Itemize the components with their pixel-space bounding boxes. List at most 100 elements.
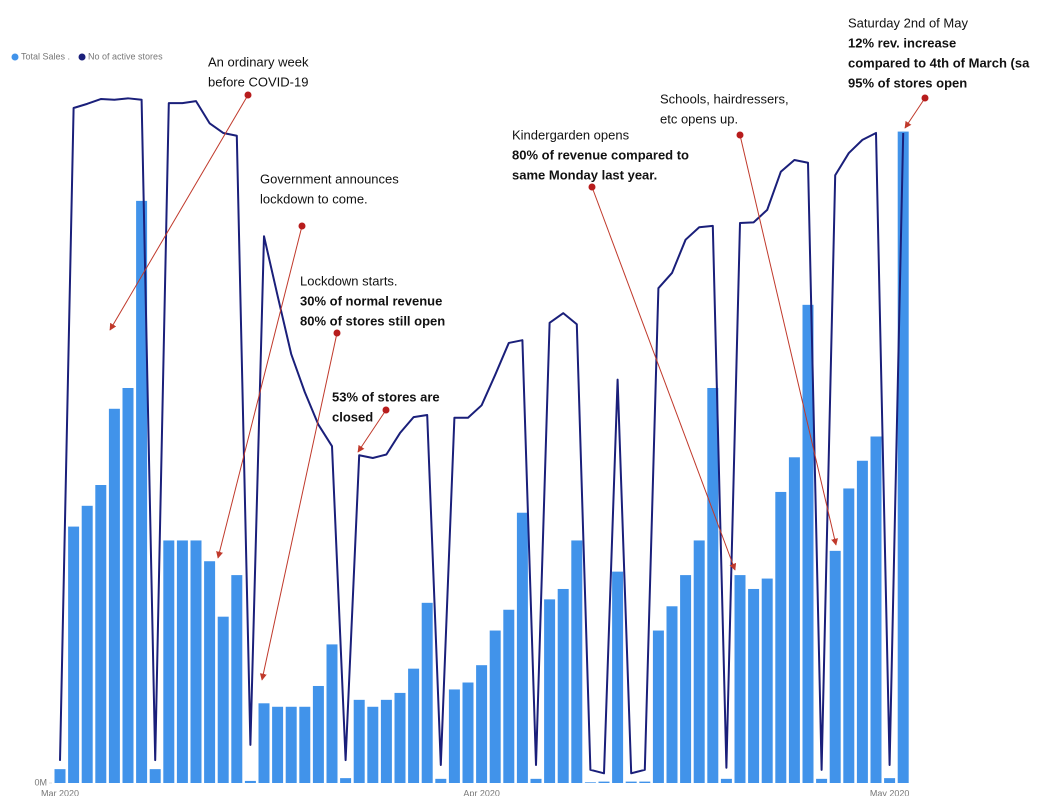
legend-label: Total Sales . [21,51,70,61]
annotation-arrow [109,94,249,331]
bar [761,578,773,783]
bar [394,692,406,783]
bar [612,571,624,783]
bar [870,436,882,783]
bar [693,540,705,783]
annotation-dot [244,91,252,99]
bar [367,706,379,783]
bar [897,131,909,783]
bar [408,668,420,783]
annotation-dot [382,406,390,414]
bar [734,575,746,783]
bar [775,491,787,783]
bar [312,685,324,783]
bar [149,769,161,783]
bar [204,561,216,783]
legend-label: No of active stores [88,51,163,61]
legend-marker [78,53,86,61]
bar [244,780,256,783]
bar [340,778,352,783]
annotation-text: 80% of revenue compared to [512,147,689,162]
bar [707,387,719,783]
y-tick-label: 0M [34,777,47,787]
x-tick-label: May 2020 [870,788,910,796]
annotation-text: Kindergarden opens [512,127,630,142]
bar [856,460,868,783]
bar [476,665,488,783]
x-tick-label: Mar 2020 [41,788,79,796]
bar [462,682,474,783]
bar [136,200,148,783]
legend-marker [11,53,19,61]
annotation-text: Saturday 2nd of May [848,15,968,30]
annotation-arrow [739,134,838,546]
annotation-text: same Monday last year. [512,167,657,182]
bar [503,609,515,783]
annotation-text: closed [332,409,373,424]
bar [231,575,243,783]
bar [353,699,365,783]
bar [666,606,678,783]
bar [816,778,828,783]
bar [190,540,202,783]
annotation-dot [921,94,929,102]
annotation-arrow [591,186,737,571]
bar [884,778,896,783]
annotation-arrow [357,409,387,453]
annotation-text: Lockdown starts. [300,273,398,288]
annotation-text: Government announces [260,171,399,186]
bar [625,781,637,783]
bar [544,599,556,783]
bar [652,630,664,783]
x-tick-label: Apr 2020 [463,788,500,796]
bar [516,512,528,783]
bar [584,782,596,783]
bar [285,706,297,783]
bar [829,550,841,783]
annotation-arrow [259,332,338,681]
annotation-text: 30% of normal revenue [300,293,442,308]
bar [380,699,392,783]
annotation-text: before COVID-19 [208,74,308,89]
bar [788,457,800,783]
bar [421,602,433,783]
bar [122,387,134,783]
annotation-text: 53% of stores are [332,389,440,404]
bar [680,575,692,783]
annotation-text: lockdown to come. [260,191,368,206]
bar [299,706,311,783]
bar [557,588,569,783]
bar [68,526,80,783]
annotation-dot [588,183,596,191]
annotation-text: 95% of stores open [848,75,967,90]
annotation-dot [333,329,341,337]
bar [326,644,338,783]
annotation-text: An ordinary week [208,54,309,69]
bar [639,781,651,783]
annotation-text: 12% rev. increase [848,35,956,50]
bar [108,408,120,783]
bar [530,778,542,783]
annotation-text: etc opens up. [660,111,738,126]
line-series [59,97,905,775]
annotation-text: Schools, hairdressers, [660,91,789,106]
bar [95,485,107,783]
bar [448,689,460,783]
annotation-text: 80% of stores still open [300,313,445,328]
bar [802,304,814,783]
bar [435,778,447,783]
annotation-arrow [904,97,926,129]
bar [272,706,284,783]
bar [720,778,732,783]
bar [489,630,501,783]
bar [217,616,229,783]
bar [81,505,93,783]
bar [598,781,610,783]
bar [54,769,66,783]
annotation-dot [736,131,744,139]
annotation-dot [298,222,306,230]
bar [748,588,760,783]
bar [258,703,270,783]
